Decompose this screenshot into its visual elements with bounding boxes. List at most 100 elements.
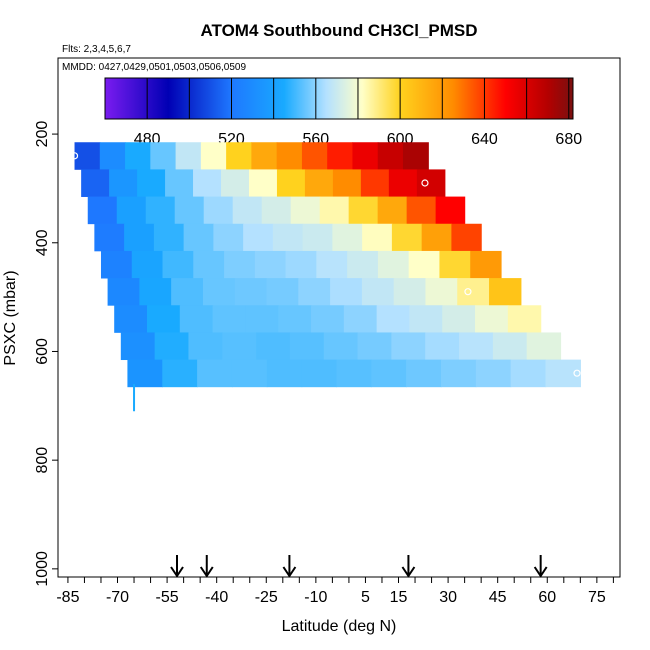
x-tick-label: -70 — [106, 589, 129, 606]
heatmap-cell — [124, 223, 155, 252]
x-tick-label: 60 — [538, 589, 556, 606]
heatmap-cell — [327, 142, 354, 170]
heatmap-cell — [301, 142, 328, 170]
x-tick-label: 15 — [390, 589, 408, 606]
colorbar-tick-label: 680 — [555, 131, 582, 148]
sample-marker — [464, 288, 472, 296]
heatmap-cell — [377, 250, 410, 279]
sample-marker — [70, 152, 79, 160]
sample-markers — [70, 152, 581, 377]
flight-arrow-head — [533, 566, 548, 578]
dates-label: MMDD: 0427,0429,0501,0503,0506,0509 — [62, 62, 246, 73]
heatmap-cell — [332, 169, 362, 197]
heatmap-cell — [285, 250, 317, 279]
heatmap-cell — [406, 359, 442, 388]
heatmap-cell — [272, 223, 304, 252]
x-axis: -85 -70 -55 -40 -25 -10 5 15 30 45 60 75 — [56, 577, 614, 606]
heatmap-cell — [99, 142, 126, 170]
x-tick-label: -25 — [255, 589, 278, 606]
x-tick-label: 30 — [439, 589, 457, 606]
heatmap-cell — [408, 250, 441, 279]
heatmap-cell — [442, 305, 476, 333]
heatmap-cell — [290, 196, 321, 225]
heatmap-drip — [133, 384, 136, 412]
heatmap-cell — [87, 196, 118, 225]
colorbar-tick-label: 640 — [471, 131, 498, 148]
heatmap-cell — [202, 278, 236, 306]
heatmap-cell — [332, 223, 363, 252]
heatmap-cell — [425, 278, 458, 306]
heatmap-cell — [197, 359, 233, 388]
heatmap-cell — [174, 196, 205, 225]
heatmap-cell — [357, 332, 392, 361]
y-tick-label: 600 — [34, 338, 51, 365]
heatmap-cell — [316, 250, 348, 279]
heatmap-cell — [377, 142, 404, 170]
sample-marker — [421, 179, 429, 187]
heatmap-cell — [545, 359, 581, 388]
heatmap-cell — [507, 305, 542, 333]
x-tick-label: -40 — [205, 589, 228, 606]
heatmap-cell — [330, 278, 363, 306]
heatmap-cell — [439, 250, 471, 279]
heatmap-cell — [183, 223, 214, 252]
heatmap-cell — [221, 169, 250, 197]
heatmap-cell — [475, 305, 509, 333]
heatmap-cell — [162, 359, 198, 388]
heatmap-cell — [261, 196, 292, 225]
heatmap-cell — [193, 169, 222, 197]
heatmap-cell — [109, 169, 138, 197]
heatmap-cell — [406, 196, 437, 225]
heatmap-cell — [425, 332, 460, 361]
heatmap-cell — [391, 332, 426, 361]
heatmap-cell — [377, 196, 408, 225]
heatmap-cell — [175, 142, 202, 170]
heatmap-cell — [234, 278, 268, 306]
heatmap-cell — [137, 169, 166, 197]
heatmap-cell — [278, 305, 312, 333]
heatmap-cell — [245, 305, 279, 333]
heatmap-cell — [107, 278, 140, 306]
heatmap-cell — [402, 142, 429, 170]
heatmap-cell — [510, 359, 547, 388]
heatmap-cell — [200, 142, 227, 170]
heatmap-cell — [343, 305, 378, 333]
y-tick-label: 1000 — [34, 551, 51, 587]
heatmap-cell — [526, 332, 562, 361]
heatmap-cell — [489, 278, 522, 306]
heatmap-cell — [319, 196, 350, 225]
heatmap-cell — [224, 250, 256, 279]
heatmap-cell — [150, 142, 177, 170]
x-tick-label: -10 — [304, 589, 327, 606]
heatmap-cell — [171, 278, 204, 306]
heatmap-cell — [457, 278, 490, 306]
x-axis-label: Latitude (deg N) — [282, 618, 397, 635]
x-tick-label: -55 — [156, 589, 179, 606]
heatmap-cell — [254, 250, 287, 279]
heatmap-cell — [222, 332, 257, 361]
heatmap-cell — [153, 223, 185, 252]
heatmap-cell — [302, 223, 333, 252]
heatmap-cell — [336, 359, 372, 388]
heatmap-cell — [492, 332, 528, 361]
heatmap-cell — [116, 196, 147, 225]
flight-arrow-head — [199, 566, 214, 578]
heatmap-cell — [352, 142, 379, 170]
heatmap-cell — [203, 196, 234, 225]
colorbar: 480 520 560 600 640 680 — [104, 77, 582, 148]
heatmap-cell — [311, 305, 345, 333]
heatmap-cell — [251, 142, 278, 170]
heatmap-cell — [440, 359, 477, 388]
x-tick-label: -85 — [56, 589, 79, 606]
y-tick-label: 400 — [34, 229, 51, 256]
heatmap-cell — [371, 359, 407, 388]
chart-title: ATOM4 Southbound CH3Cl_PMSD — [200, 21, 477, 40]
y-axis-label: PSXC (mbar) — [2, 270, 19, 365]
heatmap-cell — [231, 359, 268, 388]
flight-arrow-head — [282, 566, 297, 578]
y-tick-label: 200 — [34, 121, 51, 148]
heatmap-cell — [243, 223, 274, 252]
x-tick-label: 5 — [361, 589, 370, 606]
heatmap-cell — [459, 332, 494, 361]
